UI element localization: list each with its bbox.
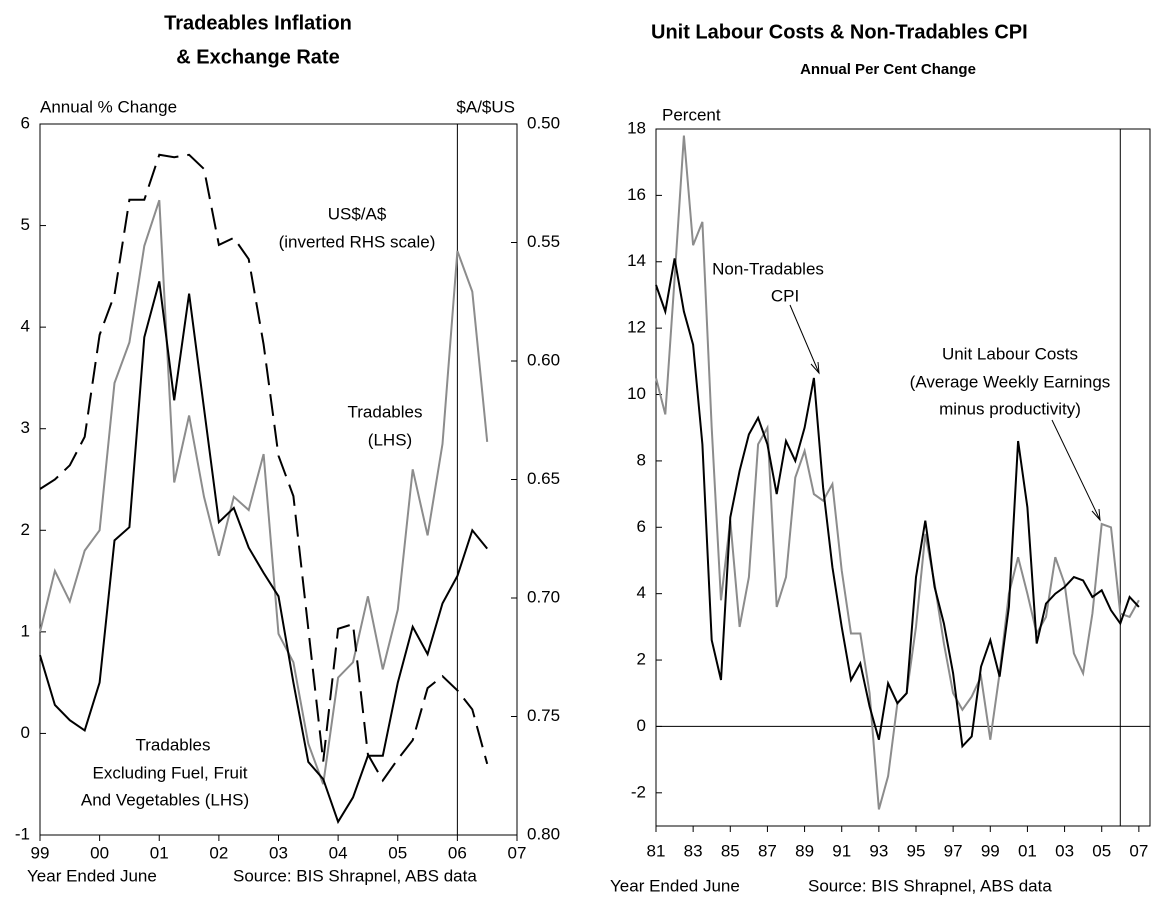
x-tick-label: 03 bbox=[269, 843, 288, 862]
x-tick-label: 01 bbox=[150, 843, 169, 862]
x-tick-label: 81 bbox=[647, 841, 666, 860]
series-line bbox=[39, 199, 489, 785]
annotation: (LHS) bbox=[368, 430, 412, 449]
annotation: minus productivity) bbox=[939, 399, 1081, 418]
x-tick-label: 83 bbox=[684, 841, 703, 860]
y-tick-label: 18 bbox=[627, 118, 646, 137]
y-tick-label: 6 bbox=[21, 113, 30, 132]
y-tick-label: -2 bbox=[631, 782, 646, 801]
annotation: CPI bbox=[771, 286, 799, 305]
chart-title: & Exchange Rate bbox=[176, 46, 339, 68]
x-tick-label: 97 bbox=[944, 841, 963, 860]
x-tick-label: 01 bbox=[1018, 841, 1037, 860]
y-tick-label: 0 bbox=[637, 716, 646, 735]
arrow-head bbox=[810, 361, 820, 375]
y2-tick-label: 0.50 bbox=[527, 113, 560, 132]
y-tick-label: 4 bbox=[637, 583, 646, 602]
series-line bbox=[39, 281, 488, 825]
series-line bbox=[39, 153, 489, 783]
y2-tick-label: 0.55 bbox=[527, 232, 560, 251]
annotation: (Average Weekly Earnings bbox=[910, 372, 1111, 391]
source-note: Source: BIS Shrapnel, ABS data bbox=[808, 876, 1052, 895]
arrow bbox=[1051, 419, 1101, 521]
source-note: Source: BIS Shrapnel, ABS data bbox=[233, 866, 477, 885]
x-tick-label: 99 bbox=[31, 843, 50, 862]
y-tick-label: -1 bbox=[15, 824, 30, 843]
x-tick-label: 07 bbox=[1129, 841, 1148, 860]
y2-axis-label: $A/$US bbox=[456, 97, 515, 116]
y2-tick-label: 0.75 bbox=[527, 706, 560, 725]
x-tick-label: 99 bbox=[981, 841, 1000, 860]
x-tick-label: 02 bbox=[209, 843, 228, 862]
chart-title: Tradeables Inflation bbox=[164, 12, 352, 34]
annotation: (inverted RHS scale) bbox=[279, 232, 436, 251]
plot-frame bbox=[655, 128, 1151, 827]
x-tick-label: 87 bbox=[758, 841, 777, 860]
y-tick-label: 2 bbox=[637, 650, 646, 669]
y-tick-label: 2 bbox=[21, 520, 30, 539]
y-tick-label: 12 bbox=[627, 318, 646, 337]
x-tick-label: 00 bbox=[90, 843, 109, 862]
y-tick-label: 6 bbox=[637, 517, 646, 536]
y-tick-label: 3 bbox=[21, 418, 30, 437]
x-tick-label: 85 bbox=[721, 841, 740, 860]
annotation: Non-Tradables bbox=[712, 259, 824, 278]
x-tick-label: 07 bbox=[508, 843, 527, 862]
y2-tick-label: 0.65 bbox=[527, 469, 560, 488]
x-tick-label: 05 bbox=[388, 843, 407, 862]
plot-frame bbox=[39, 123, 518, 836]
x-tick-label: 05 bbox=[1092, 841, 1111, 860]
y-tick-label: 5 bbox=[21, 215, 30, 234]
y-tick-label: 4 bbox=[21, 317, 30, 336]
y-axis-label: Annual % Change bbox=[40, 97, 177, 116]
x-tick-label: 89 bbox=[795, 841, 814, 860]
y-tick-label: 14 bbox=[627, 251, 646, 270]
arrow-head bbox=[1091, 508, 1101, 522]
series-line bbox=[655, 258, 1140, 749]
chart-title: Unit Labour Costs & Non-Tradables CPI bbox=[651, 21, 1028, 43]
y2-tick-label: 0.60 bbox=[527, 350, 560, 369]
annotation: Tradables bbox=[348, 402, 423, 421]
annotation: Tradables bbox=[136, 735, 211, 754]
y-tick-label: 8 bbox=[637, 450, 646, 469]
y2-tick-label: 0.80 bbox=[527, 824, 560, 843]
y-tick-label: 16 bbox=[627, 185, 646, 204]
annotation: Excluding Fuel, Fruit bbox=[93, 763, 248, 782]
arrow bbox=[789, 304, 820, 374]
y-tick-label: 1 bbox=[21, 621, 30, 640]
annotation: US$/A$ bbox=[328, 204, 387, 223]
y-tick-label: 10 bbox=[627, 384, 646, 403]
series-line bbox=[655, 135, 1140, 810]
x-tick-label: 03 bbox=[1055, 841, 1074, 860]
chart-subtitle: Annual Per Cent Change bbox=[800, 61, 976, 78]
x-tick-label: 04 bbox=[329, 843, 348, 862]
x-axis-label: Year Ended June bbox=[27, 866, 157, 885]
y2-tick-label: 0.70 bbox=[527, 587, 560, 606]
x-tick-label: 93 bbox=[869, 841, 888, 860]
annotation: And Vegetables (LHS) bbox=[81, 790, 249, 809]
y-tick-label: 0 bbox=[21, 723, 30, 742]
x-tick-label: 06 bbox=[448, 843, 467, 862]
x-tick-label: 91 bbox=[832, 841, 851, 860]
x-axis-label: Year Ended June bbox=[610, 876, 740, 895]
annotation: Unit Labour Costs bbox=[942, 344, 1078, 363]
y-axis-label: Percent bbox=[662, 105, 721, 124]
x-tick-label: 95 bbox=[907, 841, 926, 860]
